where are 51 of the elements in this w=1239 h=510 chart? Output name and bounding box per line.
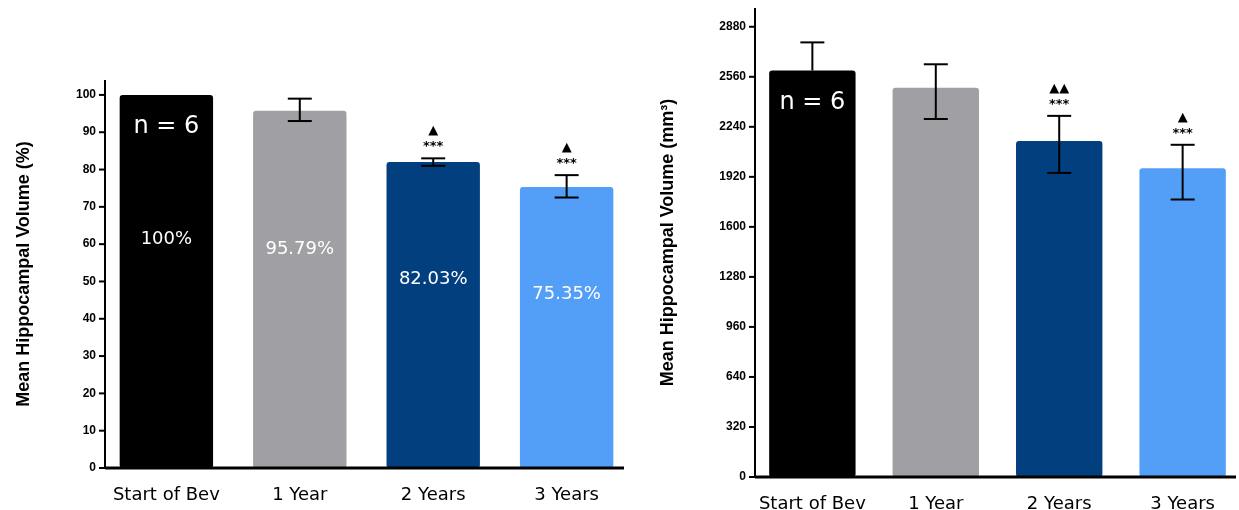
x-tick-label: 1 Year [272, 483, 329, 504]
annotation: ▲▲ [1049, 79, 1070, 95]
y-tick-label: 60 [82, 236, 97, 251]
y-axis-title: Mean Hippocampal Volume (%) [13, 141, 33, 407]
y-tick-label: 10 [82, 422, 97, 437]
bar [892, 87, 979, 477]
x-tick-label: 2 Years [400, 483, 466, 504]
y-tick-label: 70 [82, 199, 97, 214]
bar [1016, 140, 1103, 477]
data-label: 82.03% [398, 267, 468, 289]
bar [519, 186, 614, 468]
y-axis-title: Mean Hippocampal Volume (mm³) [657, 98, 677, 387]
annotation: ▲ [1177, 108, 1188, 124]
y-tick-label: 90 [82, 124, 97, 139]
y-tick-label: 100 [75, 87, 97, 102]
bar [253, 110, 347, 468]
annotation: *** [1049, 95, 1070, 111]
y-tick-label: 1920 [719, 169, 747, 184]
bar [386, 161, 480, 468]
y-tick-label: 2240 [719, 118, 747, 133]
x-tick-label: Start of Bev [112, 483, 221, 504]
y-tick-label: 50 [82, 273, 97, 288]
y-tick-label: 0 [89, 460, 97, 475]
x-tick-label: 1 Year [908, 492, 965, 510]
x-tick-label: 3 Years [1150, 492, 1215, 510]
annotation: *** [1172, 124, 1194, 140]
x-tick-label: Start of Bev [758, 492, 867, 510]
y-tick-label: 2560 [719, 68, 747, 83]
annotation: ▲ [428, 122, 439, 138]
data-label: 75.35% [532, 282, 601, 304]
y-tick-label: 20 [82, 385, 97, 400]
x-tick-label: 3 Years [534, 483, 599, 504]
annotation: n = 6 [779, 86, 846, 115]
data-label: 95.79% [265, 236, 335, 258]
y-tick-label: 320 [725, 419, 747, 434]
data-label: 100% [140, 227, 193, 249]
y-tick-label: 1600 [719, 219, 747, 234]
bar [1139, 168, 1226, 477]
annotation: *** [423, 138, 444, 154]
annotation: n = 6 [133, 110, 200, 139]
y-tick-label: 40 [82, 310, 97, 325]
y-tick-label: 80 [82, 161, 97, 176]
annotation: *** [556, 155, 578, 171]
x-tick-label: 2 Years [1026, 492, 1092, 510]
y-tick-label: 640 [725, 369, 747, 384]
y-tick-label: 30 [82, 348, 97, 363]
y-tick-label: 1280 [719, 269, 747, 284]
y-tick-label: 0 [739, 469, 747, 484]
y-tick-label: 960 [725, 319, 747, 334]
annotation: ▲ [561, 139, 572, 155]
y-tick-label: 2880 [719, 18, 747, 33]
